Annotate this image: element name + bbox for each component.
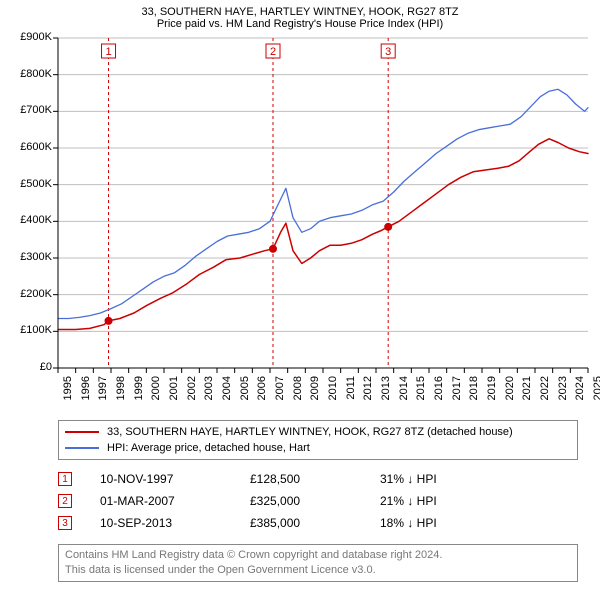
svg-text:1: 1 bbox=[105, 46, 111, 58]
event-price: £385,000 bbox=[250, 516, 380, 530]
y-tick-label: £200K bbox=[8, 288, 52, 300]
event-delta: 21% ↓ HPI bbox=[380, 494, 437, 508]
legend-label: 33, SOUTHERN HAYE, HARTLEY WINTNEY, HOOK… bbox=[107, 426, 513, 438]
x-tick-label: 2013 bbox=[380, 376, 392, 410]
chart-title: 33, SOUTHERN HAYE, HARTLEY WINTNEY, HOOK… bbox=[8, 6, 592, 30]
x-tick-label: 2020 bbox=[504, 376, 516, 410]
legend-swatch bbox=[65, 431, 99, 433]
event-date: 10-SEP-2013 bbox=[100, 516, 250, 530]
svg-text:2: 2 bbox=[270, 46, 276, 58]
event-row: 3 10-SEP-2013£385,00018% ↓ HPI bbox=[58, 512, 578, 534]
x-tick-label: 2024 bbox=[574, 376, 586, 410]
x-tick-label: 2017 bbox=[451, 376, 463, 410]
y-tick-label: £500K bbox=[8, 178, 52, 190]
footnote-line1: Contains HM Land Registry data © Crown c… bbox=[65, 548, 571, 563]
x-tick-label: 2021 bbox=[521, 376, 533, 410]
event-date: 10-NOV-1997 bbox=[100, 472, 250, 486]
x-tick-label: 2019 bbox=[486, 376, 498, 410]
y-tick-label: £700K bbox=[8, 104, 52, 116]
legend-label: HPI: Average price, detached house, Hart bbox=[107, 442, 310, 454]
y-tick-label: £400K bbox=[8, 214, 52, 226]
x-tick-label: 2022 bbox=[539, 376, 551, 410]
x-tick-label: 1996 bbox=[80, 376, 92, 410]
y-tick-label: £600K bbox=[8, 141, 52, 153]
x-tick-label: 2016 bbox=[433, 376, 445, 410]
event-marker: 1 bbox=[58, 472, 72, 486]
x-tick-label: 1998 bbox=[115, 376, 127, 410]
x-tick-label: 2023 bbox=[557, 376, 569, 410]
price-chart: 1 2 3 £0 £100K £200K £300K £400K £500K £600K £700… bbox=[8, 34, 592, 418]
y-tick-label: £900K bbox=[8, 31, 52, 43]
event-delta: 31% ↓ HPI bbox=[380, 472, 437, 486]
x-tick-label: 2007 bbox=[274, 376, 286, 410]
event-date: 01-MAR-2007 bbox=[100, 494, 250, 508]
x-tick-label: 2008 bbox=[292, 376, 304, 410]
y-tick-label: £800K bbox=[8, 68, 52, 80]
footnote-line2: This data is licensed under the Open Gov… bbox=[65, 563, 571, 578]
x-tick-label: 1999 bbox=[133, 376, 145, 410]
event-price: £128,500 bbox=[250, 472, 380, 486]
x-tick-label: 2006 bbox=[256, 376, 268, 410]
x-tick-label: 2011 bbox=[345, 376, 357, 410]
x-tick-label: 1997 bbox=[97, 376, 109, 410]
y-tick-label: £300K bbox=[8, 251, 52, 263]
title-line2: Price paid vs. HM Land Registry's House … bbox=[8, 18, 592, 30]
x-tick-label: 2012 bbox=[362, 376, 374, 410]
x-tick-label: 2015 bbox=[415, 376, 427, 410]
event-marker: 3 bbox=[58, 516, 72, 530]
y-tick-label: £100K bbox=[8, 324, 52, 336]
x-tick-label: 1995 bbox=[62, 376, 74, 410]
x-tick-label: 2000 bbox=[150, 376, 162, 410]
events-table: 1 10-NOV-1997£128,50031% ↓ HPI 2 01-MAR-200… bbox=[58, 468, 578, 534]
svg-text:3: 3 bbox=[385, 46, 391, 58]
event-delta: 18% ↓ HPI bbox=[380, 516, 437, 530]
x-tick-label: 2025 bbox=[592, 376, 600, 410]
event-row: 1 10-NOV-1997£128,50031% ↓ HPI bbox=[58, 468, 578, 490]
legend: 33, SOUTHERN HAYE, HARTLEY WINTNEY, HOOK… bbox=[58, 420, 578, 460]
legend-row: HPI: Average price, detached house, Hart bbox=[65, 440, 571, 456]
x-tick-label: 2010 bbox=[327, 376, 339, 410]
x-tick-label: 2014 bbox=[398, 376, 410, 410]
x-tick-label: 2004 bbox=[221, 376, 233, 410]
x-tick-label: 2009 bbox=[309, 376, 321, 410]
x-tick-label: 2001 bbox=[168, 376, 180, 410]
event-marker: 2 bbox=[58, 494, 72, 508]
x-tick-label: 2002 bbox=[186, 376, 198, 410]
x-tick-label: 2005 bbox=[239, 376, 251, 410]
x-tick-label: 2018 bbox=[468, 376, 480, 410]
y-tick-label: £0 bbox=[8, 361, 52, 373]
legend-row: 33, SOUTHERN HAYE, HARTLEY WINTNEY, HOOK… bbox=[65, 424, 571, 440]
title-line1: 33, SOUTHERN HAYE, HARTLEY WINTNEY, HOOK… bbox=[8, 6, 592, 18]
legend-swatch bbox=[65, 447, 99, 449]
event-price: £325,000 bbox=[250, 494, 380, 508]
footnote: Contains HM Land Registry data © Crown c… bbox=[58, 544, 578, 582]
event-row: 2 01-MAR-2007£325,00021% ↓ HPI bbox=[58, 490, 578, 512]
x-tick-label: 2003 bbox=[203, 376, 215, 410]
